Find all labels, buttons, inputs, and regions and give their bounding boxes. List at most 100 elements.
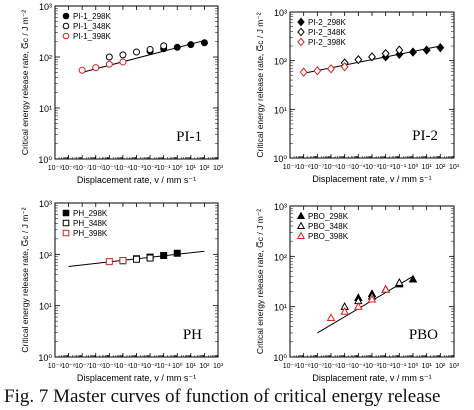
- x-tick-label: 10⁻⁴: [351, 363, 366, 370]
- data-point: [436, 42, 445, 53]
- x-tick-label: 10⁻³: [130, 363, 144, 370]
- x-tick-label: 10²: [435, 363, 446, 370]
- data-point: [409, 47, 417, 57]
- panel-label: PI-1: [176, 129, 202, 145]
- legend-marker: [62, 12, 70, 20]
- x-tick-label: 10³: [213, 363, 224, 370]
- y-tick-label: 10²: [274, 252, 287, 262]
- data-point: [133, 255, 140, 263]
- data-point: [119, 58, 127, 66]
- data-point: [367, 294, 377, 303]
- x-tick-label: 10¹: [186, 363, 197, 370]
- x-tick-label: 10³: [449, 363, 460, 370]
- figure-caption: Fig. 7 Master curves of function of crit…: [4, 386, 441, 407]
- legend-label: PI-2_298K: [308, 18, 346, 27]
- legend-marker: [62, 22, 70, 30]
- data-point: [105, 53, 113, 61]
- data-point: [119, 256, 127, 264]
- x-tick-label: 10⁻¹: [157, 165, 171, 172]
- series-PI-2_398K: [299, 62, 349, 77]
- y-axis-title: Critical energy release rate, G̅c / J m⁻…: [20, 10, 30, 155]
- y-axis-title: Critical energy release rate, G̅c / J m⁻…: [20, 207, 30, 352]
- y-tick-label: 10¹: [274, 105, 287, 115]
- legend-marker: [296, 221, 306, 230]
- legend-label: PH_348K: [73, 219, 108, 228]
- legend-marker: [62, 219, 70, 227]
- legend-marker: [62, 32, 70, 40]
- x-tick-label: 10⁻¹: [392, 164, 406, 171]
- y-tick-label: 10⁰: [38, 353, 52, 363]
- x-tick-label: 10⁻⁹: [48, 363, 62, 370]
- data-point: [395, 278, 404, 286]
- panel-label: PI-2: [412, 128, 438, 144]
- plot-frame: [289, 11, 455, 159]
- x-tick-label: 10⁻⁸: [296, 363, 310, 370]
- legend-marker: [297, 37, 305, 47]
- data-point: [354, 54, 363, 65]
- y-axis-title: Critical energy release rate, G̅c / J m⁻…: [255, 12, 265, 157]
- data-point: [340, 62, 349, 72]
- x-tick-label: 10²: [435, 164, 446, 171]
- x-tick-label: 10⁰: [172, 362, 183, 370]
- legend-label: PI-2_398K: [308, 38, 346, 47]
- x-tick-label: 10⁻¹: [392, 363, 406, 370]
- x-tick-label: 10⁻⁴: [116, 165, 131, 172]
- data-point: [105, 60, 113, 68]
- series-PH_398K: [105, 256, 127, 266]
- data-point: [313, 66, 322, 76]
- y-tick-label: 10⁰: [38, 155, 52, 165]
- data-point: [368, 52, 376, 62]
- legend-label: PH_398K: [73, 229, 108, 238]
- plot-frame: [54, 5, 219, 160]
- x-tick-label: 10⁻⁵: [102, 165, 116, 172]
- data-point: [187, 41, 195, 49]
- x-tick-label: 10⁻⁸: [61, 165, 75, 172]
- x-tick-label: 10⁻²: [143, 363, 157, 370]
- data-point: [146, 254, 154, 262]
- x-tick-label: 10³: [449, 164, 460, 171]
- x-tick-label: 10⁻⁷: [75, 165, 89, 172]
- data-point: [133, 48, 140, 56]
- legend-label: PH_298K: [73, 209, 108, 218]
- legend-marker: [62, 209, 70, 217]
- x-tick-label: 10⁰: [408, 362, 419, 370]
- y-tick-label: 10²: [39, 53, 52, 63]
- data-point: [381, 48, 390, 59]
- panel-label: PH: [183, 327, 202, 343]
- x-tick-label: 10⁻⁶: [89, 165, 103, 172]
- x-tick-label: 10²: [199, 165, 210, 172]
- y-tick-label: 10³: [39, 199, 52, 209]
- data-point: [173, 43, 181, 51]
- figure: 10⁻⁹ 10⁻⁸ 10⁻⁷ 10⁻⁶ 10⁻⁵ 10⁻⁴ 10⁻³ 10⁻² 10⁻¹ 10⁰ 1…: [20, 2, 460, 383]
- data-point: [78, 66, 86, 74]
- series-PI-1_398K: [78, 58, 127, 74]
- data-point: [340, 306, 349, 315]
- x-axis-title: Displacement rate, v / mm s⁻¹: [312, 373, 431, 383]
- legend-label: PBO_398K: [308, 232, 349, 241]
- x-tick-label: 10⁻⁶: [324, 164, 338, 171]
- data-point: [395, 45, 404, 55]
- data-point: [160, 251, 168, 259]
- y-tick-label: 10¹: [274, 303, 287, 313]
- legend-label: PI-1_298K: [73, 12, 111, 21]
- chart-panel-3: 10⁻⁹ 10⁻⁸ 10⁻⁷ 10⁻⁶ 10⁻⁵ 10⁻⁴ 10⁻³ 10⁻² 10⁻¹ 10⁰ 1…: [20, 199, 224, 383]
- legend-label: PI-1_398K: [73, 32, 111, 41]
- x-tick-label: 10⁰: [172, 164, 183, 172]
- x-tick-label: 10⁻⁵: [102, 363, 116, 370]
- x-tick-label: 10⁻⁷: [310, 164, 324, 171]
- series-PBO_398K: [326, 284, 390, 322]
- x-tick-label: 10⁻⁸: [61, 363, 75, 370]
- legend-label: PBO_298K: [308, 212, 349, 221]
- data-point: [146, 46, 154, 54]
- x-tick-label: 10⁻⁹: [283, 363, 297, 370]
- x-tick-label: 10⁻⁹: [283, 164, 297, 171]
- x-tick-label: 10⁻⁹: [48, 165, 62, 172]
- legend-marker: [296, 231, 306, 240]
- data-point: [354, 302, 363, 310]
- legend-label: PI-2_348K: [308, 28, 346, 37]
- x-tick-label: 10¹: [186, 165, 197, 172]
- x-tick-label: 10²: [199, 363, 210, 370]
- x-axis-title: Displacement rate, v / mm s⁻¹: [312, 174, 431, 184]
